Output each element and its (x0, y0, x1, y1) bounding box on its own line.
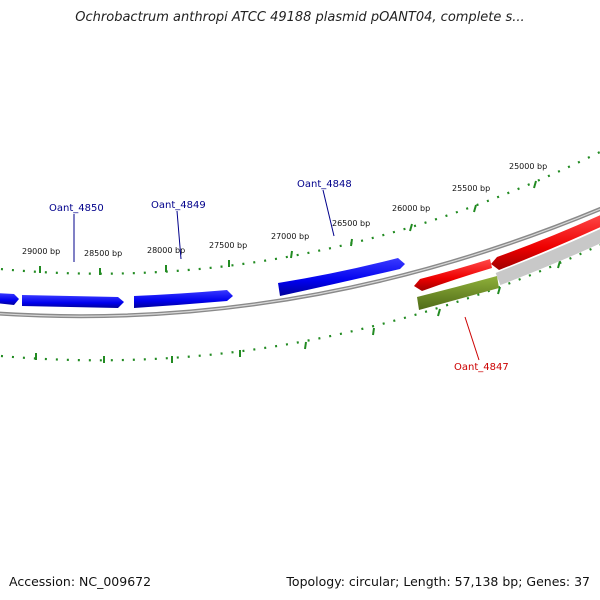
gene-arrow-red-1[interactable] (414, 259, 492, 291)
outer-tick-ring (0, 151, 600, 275)
tick-label-26500: 26500 bp (332, 219, 370, 228)
tick-label-27000: 27000 bp (271, 232, 309, 241)
feature-olive-segment[interactable] (417, 276, 499, 310)
tick-label-26000: 26000 bp (392, 204, 430, 213)
leader-oant-4847 (464, 316, 480, 361)
gene-arrow-oant-4850[interactable] (22, 295, 124, 308)
gene-arrow-oant-4848[interactable] (278, 258, 405, 296)
topology-summary: Topology: circular; Length: 57,138 bp; G… (286, 574, 590, 589)
tick-label-25000: 25000 bp (509, 162, 547, 171)
gene-label-oant-4850[interactable]: Oant_4850 (49, 203, 104, 214)
gene-label-oant-4848[interactable]: Oant_4848 (297, 179, 352, 190)
accession-text: Accession: NC_009672 (9, 574, 152, 589)
reverse-track-band (495, 229, 600, 286)
tick-label-27500: 27500 bp (209, 241, 247, 250)
leader-oant-4849 (176, 210, 182, 260)
gene-arrow-oant-4849[interactable] (134, 290, 233, 308)
gene-label-oant-4849[interactable]: Oant_4849 (151, 200, 206, 211)
gene-label-oant-4847[interactable]: Oant_4847 (454, 362, 509, 373)
outer-major-ticks (39, 180, 537, 275)
inner-major-ticks (35, 260, 561, 363)
gene-arrow-left-edge[interactable] (0, 293, 19, 305)
tick-label-28500: 28500 bp (84, 249, 122, 258)
map-title: Ochrobactrum anthropi ATCC 49188 plasmid… (75, 10, 525, 25)
backbone-inner (0, 208, 600, 317)
inner-tick-ring (0, 244, 600, 362)
leader-oant-4848 (322, 189, 335, 237)
gene-arrow-oant-4847[interactable] (491, 213, 600, 270)
tick-label-25500: 25500 bp (452, 184, 490, 193)
tick-label-29000: 29000 bp (22, 247, 60, 256)
tick-label-28000: 28000 bp (147, 246, 185, 255)
